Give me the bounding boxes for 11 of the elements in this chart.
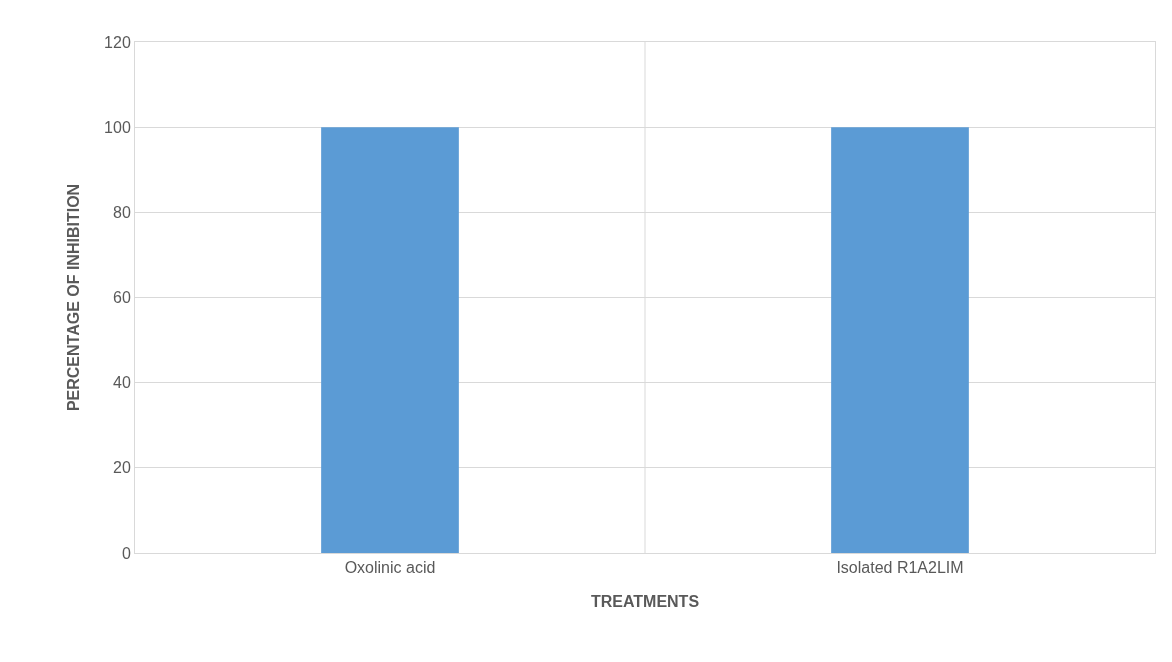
x-axis-title: TREATMENTS — [590, 592, 700, 610]
x-tick-label: Oxolinic acid — [344, 559, 436, 577]
y-tick-label: 120 — [104, 33, 131, 51]
y-axis-title: PERCENTAGE OF INHIBITION — [65, 183, 82, 412]
y-tick-label: 80 — [113, 203, 131, 221]
y-tick-label: 60 — [113, 289, 131, 307]
y-tick-label: 40 — [113, 374, 131, 392]
y-tick-label: 100 — [104, 118, 131, 136]
y-tick-label: 20 — [113, 459, 131, 477]
y-tick-label: 0 — [121, 544, 131, 562]
x-tick-label: Isolated R1A2LIM — [836, 559, 964, 577]
